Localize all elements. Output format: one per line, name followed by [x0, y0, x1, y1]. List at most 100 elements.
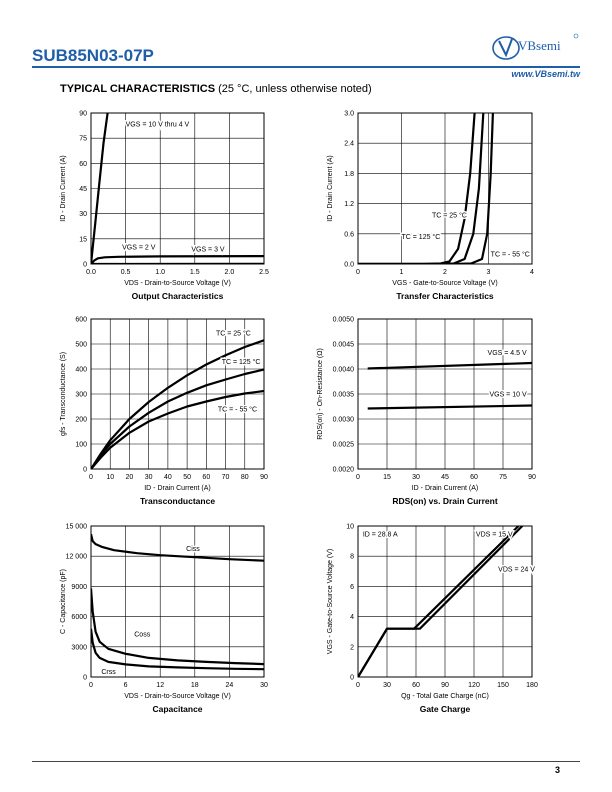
x-tick-label: 90	[260, 474, 268, 481]
series-line	[358, 113, 476, 264]
x-tick-label: 75	[499, 474, 507, 481]
y-tick-label: 60	[79, 161, 87, 168]
chart-title: Transconductance	[140, 496, 215, 506]
series-line	[91, 588, 264, 666]
y-axis-label: ID - Drain Current (A)	[327, 155, 334, 222]
series-annotation: VGS = 10 V thru 4 V	[126, 121, 190, 128]
series-annotation: VGS = 10 V	[489, 392, 526, 399]
y-tick-label: 0.6	[344, 231, 354, 238]
x-tick-label: 120	[468, 682, 480, 689]
y-tick-label: 9000	[71, 584, 87, 591]
x-tick-label: 90	[441, 682, 449, 689]
x-tick-label: 20	[126, 474, 134, 481]
x-tick-label: 1.0	[155, 269, 165, 276]
x-tick-label: 3	[487, 269, 491, 276]
series-line	[367, 404, 532, 410]
x-axis-label: ID - Drain Current (A)	[144, 485, 211, 492]
x-tick-label: 60	[412, 682, 420, 689]
y-tick-label: 15 000	[66, 524, 88, 531]
series-annotation: TC = 25 °C	[216, 329, 251, 337]
x-tick-label: 2.5	[259, 269, 269, 276]
y-tick-label: 75	[79, 136, 87, 143]
y-tick-label: 0	[83, 262, 87, 269]
plot-frame	[90, 318, 265, 470]
series-annotation: TC = - 55 °C	[218, 406, 257, 414]
website-link[interactable]: www.VBsemi.tw	[511, 69, 580, 79]
y-axis-label: VGS - Gate-to-Source Voltage (V)	[327, 549, 334, 654]
x-tick-label: 0.0	[86, 269, 96, 276]
y-tick-label: 4	[350, 614, 354, 621]
series-annotation: VGS = 4.5 V	[488, 350, 527, 357]
chart-2: 0 1 2 3 4 0.0 0.6 1.2 1.8 2.4 3.0 TC = 25 °C TC = 12…	[327, 111, 534, 302]
plot-frame	[357, 318, 533, 470]
y-tick-label: 0.0020	[333, 467, 355, 474]
x-tick-label: 15	[383, 474, 391, 481]
chart-title: Transfer Characteristics	[396, 291, 494, 301]
y-tick-label: 2.4	[344, 141, 354, 148]
series-annotation: TC = 125 °C	[402, 233, 441, 241]
y-tick-label: 12 000	[66, 554, 88, 561]
series-line	[91, 113, 109, 264]
y-axis-label: RDS(on) - On-Resistance (Ω)	[317, 348, 324, 440]
x-axis-label: VGS - Gate-to-Source Voltage (V)	[392, 280, 497, 287]
x-tick-label: 30	[383, 682, 391, 689]
series-line	[91, 389, 264, 469]
page-number: 3	[555, 765, 561, 775]
series-line	[367, 361, 532, 370]
brand-name: VBsemi	[518, 38, 561, 53]
y-tick-label: 90	[79, 111, 87, 118]
x-tick-label: 90	[528, 474, 536, 481]
x-tick-label: 70	[222, 474, 230, 481]
chart-title: Output Characteristics	[132, 291, 224, 301]
x-tick-label: 40	[164, 474, 172, 481]
x-tick-label: 45	[441, 474, 449, 481]
y-tick-label: 8	[350, 554, 354, 561]
x-axis-label: ID - Drain Current (A)	[412, 485, 479, 492]
y-tick-label: 6	[350, 584, 354, 591]
part-number: SUB85N03-07P	[32, 46, 154, 65]
series-line	[358, 526, 520, 677]
x-tick-label: 18	[191, 682, 199, 689]
chart-title: RDS(on) vs. Drain Current	[392, 496, 497, 506]
series-annotation: Crss	[101, 669, 116, 676]
plot-frame	[90, 525, 265, 678]
chart-title: Capacitance	[152, 704, 202, 714]
x-tick-label: 60	[470, 474, 478, 481]
series-annotation: ID = 28.8 A	[363, 532, 398, 539]
x-tick-label: 0.5	[121, 269, 131, 276]
x-tick-label: 180	[526, 682, 538, 689]
x-tick-label: 4	[530, 269, 534, 276]
section-title: TYPICAL CHARACTERISTICS	[60, 83, 216, 95]
y-tick-label: 300	[75, 392, 87, 399]
series-line	[91, 628, 264, 671]
y-tick-label: 1.8	[344, 171, 354, 178]
y-tick-label: 200	[75, 417, 87, 424]
x-tick-label: 24	[226, 682, 234, 689]
x-tick-label: 0	[356, 682, 360, 689]
x-tick-label: 12	[156, 682, 164, 689]
series-annotation: VGS = 2 V	[122, 245, 156, 252]
x-tick-label: 0	[89, 682, 93, 689]
series-line	[358, 113, 485, 264]
x-tick-label: 150	[497, 682, 509, 689]
x-tick-label: 6	[124, 682, 128, 689]
footer-rule	[32, 761, 580, 762]
x-tick-label: 10	[106, 474, 114, 481]
x-axis-label: Qg - Total Gate Charge (nC)	[401, 693, 489, 700]
y-tick-label: 600	[75, 317, 87, 324]
y-tick-label: 0.0	[344, 262, 354, 269]
y-tick-label: 10	[346, 524, 354, 531]
series-annotation: TC = - 55 °C	[491, 250, 530, 258]
chart-5: 0 6 12 18 24 30 0 3000 6000 9000 12 000 15 000 Ciss C…	[60, 524, 268, 715]
series-line	[91, 255, 264, 264]
y-tick-label: 0.0030	[333, 417, 355, 424]
x-tick-label: 2.0	[225, 269, 235, 276]
x-tick-label: 1.5	[190, 269, 200, 276]
series-annotation: VDS = 15 V	[476, 532, 513, 539]
y-tick-label: 2	[350, 644, 354, 651]
y-tick-label: 0	[83, 467, 87, 474]
y-tick-label: 0.0045	[333, 342, 355, 349]
chart-4: 0 15 30 45 60 75 90 0.0020 0.0025 0.0030 0.0035 0.0…	[317, 317, 536, 507]
y-tick-label: 3.0	[344, 111, 354, 118]
x-tick-label: 30	[145, 474, 153, 481]
